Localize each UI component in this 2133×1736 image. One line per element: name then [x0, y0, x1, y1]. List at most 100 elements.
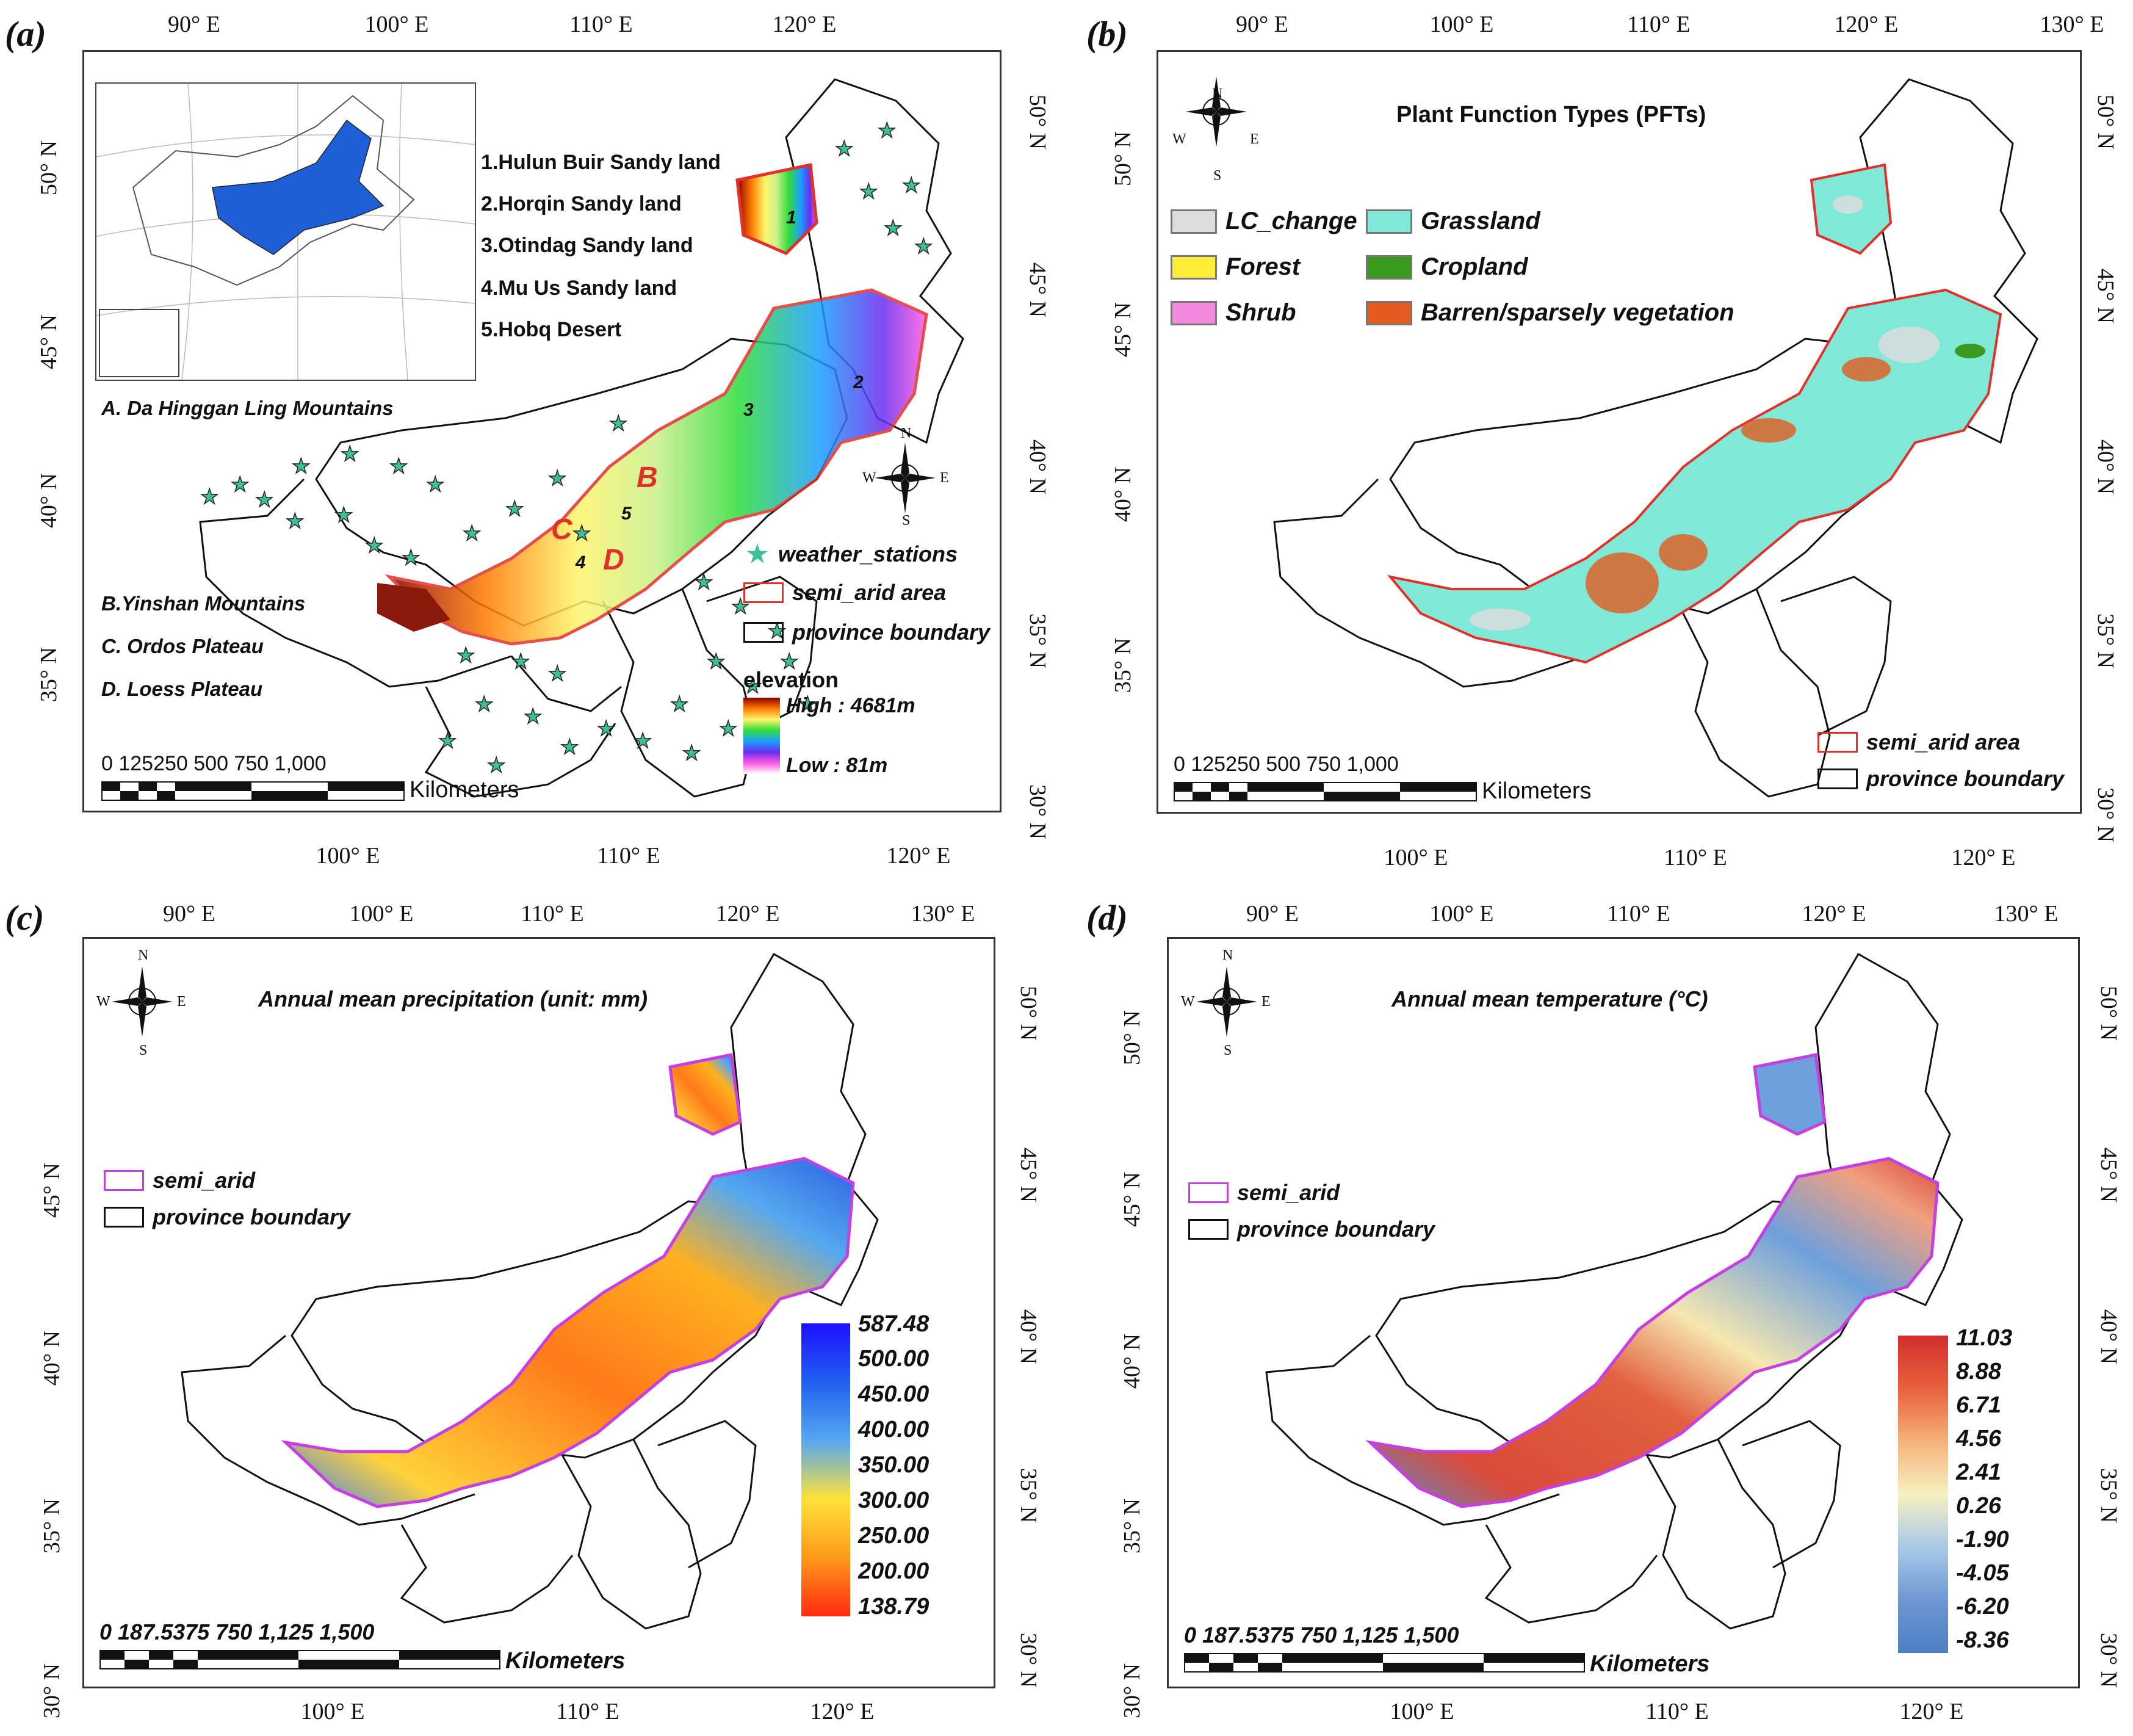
- lc-change-patches: [1470, 195, 1940, 631]
- compass-n: N: [901, 425, 912, 441]
- forest-swatch: [1171, 255, 1217, 280]
- compass-n: N: [138, 947, 149, 963]
- compass-icon: [1196, 966, 1257, 1037]
- pft-legend-barren: Barren/sparsely vegetation: [1366, 299, 1734, 327]
- tick-left: 40° N: [36, 472, 62, 529]
- semi-arid-hulunbuir: [1753, 1053, 1827, 1136]
- colorbar-label: 350.00: [858, 1452, 929, 1478]
- tick-top: 130° E: [2040, 12, 2104, 37]
- tick-right: 50° N: [1025, 94, 1050, 150]
- legend-province-label: province boundary: [792, 620, 991, 645]
- colorbar-label: 0.26: [1956, 1493, 2001, 1519]
- svg-text:★: ★: [438, 729, 457, 753]
- tick-left: 30° N: [1119, 1663, 1145, 1719]
- svg-text:★: ★: [902, 174, 920, 197]
- svg-text:★: ★: [707, 650, 725, 673]
- mountain-label-a: A. Da Hinggan Ling Mountains: [101, 397, 394, 419]
- tick-right: 45° N: [1016, 1147, 1041, 1203]
- mountain-label-b: B.Yinshan Mountains: [101, 592, 306, 615]
- tick-bottom: 100° E: [316, 843, 380, 869]
- compass-e: E: [1261, 994, 1271, 1010]
- high-elevation-area: [377, 583, 450, 632]
- tick-top: 120° E: [1802, 901, 1866, 927]
- compass-n: N: [1212, 86, 1223, 102]
- barren-patches: [1586, 357, 1891, 613]
- compass-e: E: [940, 470, 949, 486]
- tick-left: 50° N: [1110, 131, 1136, 187]
- tick-top: 110° E: [569, 12, 633, 37]
- svg-text:★: ★: [597, 717, 615, 740]
- colorbar-label: 2.41: [1956, 1459, 2001, 1485]
- compass-w: W: [1172, 131, 1186, 147]
- legend-stations-label: weather_stations: [778, 541, 958, 566]
- legend-province-label: province boundary: [1866, 766, 2065, 791]
- legend-semi-arid: semi_arid area: [1817, 729, 2020, 755]
- tick-top: 110° E: [1607, 901, 1670, 927]
- tick-left: 30° N: [39, 1663, 65, 1719]
- colorbar-label: 200.00: [858, 1558, 929, 1584]
- tick-left: 40° N: [1110, 466, 1136, 523]
- svg-text:★: ★: [286, 510, 304, 533]
- map-title-c: Annual mean precipitation (unit: mm): [258, 986, 648, 1011]
- tick-right: 45° N: [2093, 268, 2118, 324]
- semi-arid-belt: [384, 288, 928, 646]
- tick-left: 35° N: [36, 646, 62, 703]
- legend-stations: ★ weather_stations: [746, 540, 958, 568]
- svg-text:★: ★: [402, 546, 420, 570]
- elevation-colorbar: [743, 698, 780, 774]
- shrub-swatch: [1171, 300, 1217, 325]
- tick-left: 45° N: [36, 314, 62, 370]
- map-frame-a: ★ ★ ★ ★ ★ ★ ★ ★ ★ ★ ★ ★ ★ ★ ★ ★ ★ ★ ★ ★ ★ ★ ★ ★ ★ ★ ★ ★ ★ ★ …: [82, 50, 1002, 812]
- compass-n: N: [1222, 947, 1233, 963]
- lc-change-swatch: [1171, 209, 1217, 234]
- tick-right: 50° N: [2096, 985, 2121, 1041]
- legend-semi-arid: semi_arid: [104, 1168, 255, 1193]
- svg-text:★: ★: [670, 693, 688, 716]
- colorbar-label: -1.90: [1956, 1527, 2009, 1552]
- svg-text:★: ★: [505, 497, 524, 521]
- tick-left: 40° N: [39, 1330, 65, 1386]
- svg-text:★: ★: [548, 467, 566, 490]
- pft-label: Cropland: [1421, 253, 1528, 280]
- tick-right: 50° N: [1016, 985, 1041, 1041]
- colorbar-label: 587.48: [858, 1311, 929, 1337]
- map-number-4: 4: [576, 552, 586, 573]
- map-title-b: Plant Function Types (PFTs): [1396, 102, 1706, 128]
- scale-unit: Kilometers: [410, 777, 519, 803]
- semi-arid-belt: [281, 1157, 855, 1508]
- svg-text:★: ★: [633, 729, 652, 753]
- scale-numbers: 0 187.5375 750 1,125 1,500: [1184, 1622, 1459, 1647]
- tick-bottom: 110° E: [1645, 1699, 1709, 1724]
- tick-bottom: 100° E: [1384, 845, 1448, 870]
- tick-right: 35° N: [2093, 613, 2118, 669]
- map-c-svg: [181, 952, 879, 1630]
- compass-w: W: [1181, 994, 1195, 1010]
- legend-province-label: province boundary: [153, 1204, 351, 1229]
- svg-text:★: ★: [878, 119, 896, 142]
- tick-top: 90° E: [1236, 12, 1288, 37]
- panel-letter-d: (d): [1086, 898, 1128, 938]
- colorbar-label: 400.00: [858, 1417, 929, 1442]
- colorbar-label: 6.71: [1956, 1392, 2001, 1418]
- svg-text:★: ★: [695, 571, 713, 594]
- colorbar-label: 500.00: [858, 1346, 929, 1372]
- svg-text:★: ★: [884, 217, 902, 240]
- tick-right: 40° N: [1016, 1309, 1041, 1365]
- sandy-land-4: 4.Mu Us Sandy land: [481, 277, 677, 300]
- colorbar-label: 450.00: [858, 1381, 929, 1407]
- tick-top: 130° E: [911, 901, 975, 927]
- province-swatch: [1188, 1219, 1229, 1240]
- legend-semi-arid-label: semi_arid area: [792, 580, 947, 605]
- scale-bar: [101, 781, 405, 801]
- semi-arid-swatch: [1188, 1182, 1229, 1203]
- compass-w: W: [862, 470, 876, 486]
- inset-map-svg: [96, 84, 475, 380]
- legend-semi-arid-label: semi_arid: [153, 1168, 256, 1193]
- scale-bar: [1184, 1653, 1585, 1673]
- map-title-d: Annual mean temperature (°C): [1391, 986, 1708, 1011]
- tick-left: 35° N: [1119, 1498, 1145, 1554]
- tick-left: 50° N: [1119, 1010, 1145, 1066]
- pft-label: Shrub: [1225, 299, 1296, 326]
- colorbar-label: 138.79: [858, 1594, 929, 1619]
- map-number-2: 2: [853, 372, 864, 392]
